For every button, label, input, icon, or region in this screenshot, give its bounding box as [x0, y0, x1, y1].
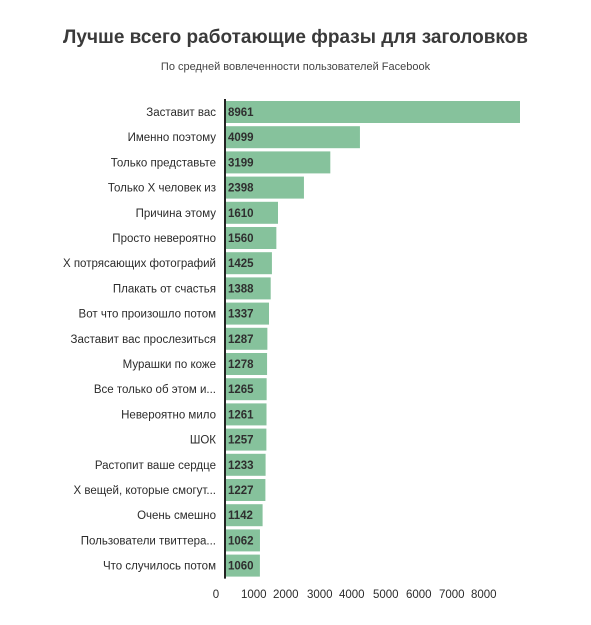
chart-title: Лучше всего работающие фразы для заголов…: [63, 27, 528, 48]
x-tick-label: 2000: [273, 589, 299, 601]
value-label: 1560: [228, 233, 254, 245]
value-label: 1278: [228, 359, 254, 371]
bar: [225, 126, 360, 149]
bar: [225, 151, 331, 174]
bar: [225, 277, 271, 300]
value-label: 1257: [228, 435, 254, 447]
category-label: Растопит ваше сердце: [95, 460, 216, 472]
x-tick-label: 4000: [339, 589, 365, 601]
x-tick-label: 7000: [439, 589, 465, 601]
value-label: 3199: [228, 157, 254, 169]
value-label: 1233: [228, 460, 254, 472]
value-label: 1062: [228, 535, 254, 547]
category-label: Мурашки по коже: [123, 359, 216, 371]
category-label: Вот что произошло потом: [79, 309, 217, 321]
category-label: Все только об этом и...: [94, 384, 216, 396]
value-label: 2398: [228, 183, 254, 195]
bar: [225, 504, 263, 527]
x-tick-label: 5000: [373, 589, 399, 601]
value-label: 1265: [228, 384, 254, 396]
bar: [225, 428, 267, 451]
category-label: Х потрясающих фотографий: [63, 258, 216, 270]
category-label: Х вещей, которые смогут...: [74, 485, 216, 497]
bar: [225, 302, 270, 325]
category-label: Только Х человек из: [108, 183, 216, 195]
value-label: 1142: [228, 510, 253, 522]
bar: [225, 529, 260, 552]
bar: [225, 403, 267, 426]
bar: [225, 227, 277, 249]
value-label: 1287: [228, 334, 254, 346]
category-label: Только представьте: [111, 157, 216, 169]
bar: [225, 176, 304, 199]
x-tick-label: 6000: [406, 589, 432, 601]
x-tick-label: 1000: [241, 589, 267, 601]
bar: [225, 554, 260, 577]
category-label: Невероятно мило: [121, 409, 216, 421]
value-label: 1337: [228, 309, 254, 321]
bar: [225, 453, 266, 476]
bar: [225, 479, 266, 501]
category-label: Что случилось потом: [103, 561, 216, 573]
value-label: 4099: [228, 132, 254, 144]
value-label: 1425: [228, 258, 254, 270]
category-label: Просто невероятно: [112, 233, 216, 245]
category-label: ШОК: [190, 435, 216, 447]
value-label: 1060: [228, 561, 254, 573]
category-label: Заставит вас прослезиться: [71, 334, 217, 346]
value-label: 1388: [228, 283, 254, 295]
x-tick-label: 3000: [307, 589, 333, 601]
bar: [225, 353, 268, 375]
value-label: 8961: [228, 107, 254, 119]
category-label: Заставит вас: [146, 107, 216, 119]
bar: [225, 378, 267, 401]
x-tick-label: 0: [213, 589, 219, 601]
x-tick-label: 8000: [471, 589, 497, 601]
bar: [225, 101, 520, 123]
bar: [225, 252, 272, 275]
chart-subtitle: По средней вовлеченности пользователей F…: [160, 61, 431, 73]
value-label: 1261: [228, 409, 254, 421]
category-label: Именно поэтому: [128, 132, 217, 144]
value-label: 1610: [228, 208, 254, 220]
value-label: 1227: [228, 485, 254, 497]
category-label: Очень смешно: [137, 510, 216, 522]
category-label: Причина этому: [136, 208, 217, 220]
bar: [225, 201, 279, 224]
category-label: Пользователи твиттера...: [81, 535, 216, 547]
bar: [225, 327, 268, 350]
category-label: Плакать от счастья: [113, 283, 216, 295]
